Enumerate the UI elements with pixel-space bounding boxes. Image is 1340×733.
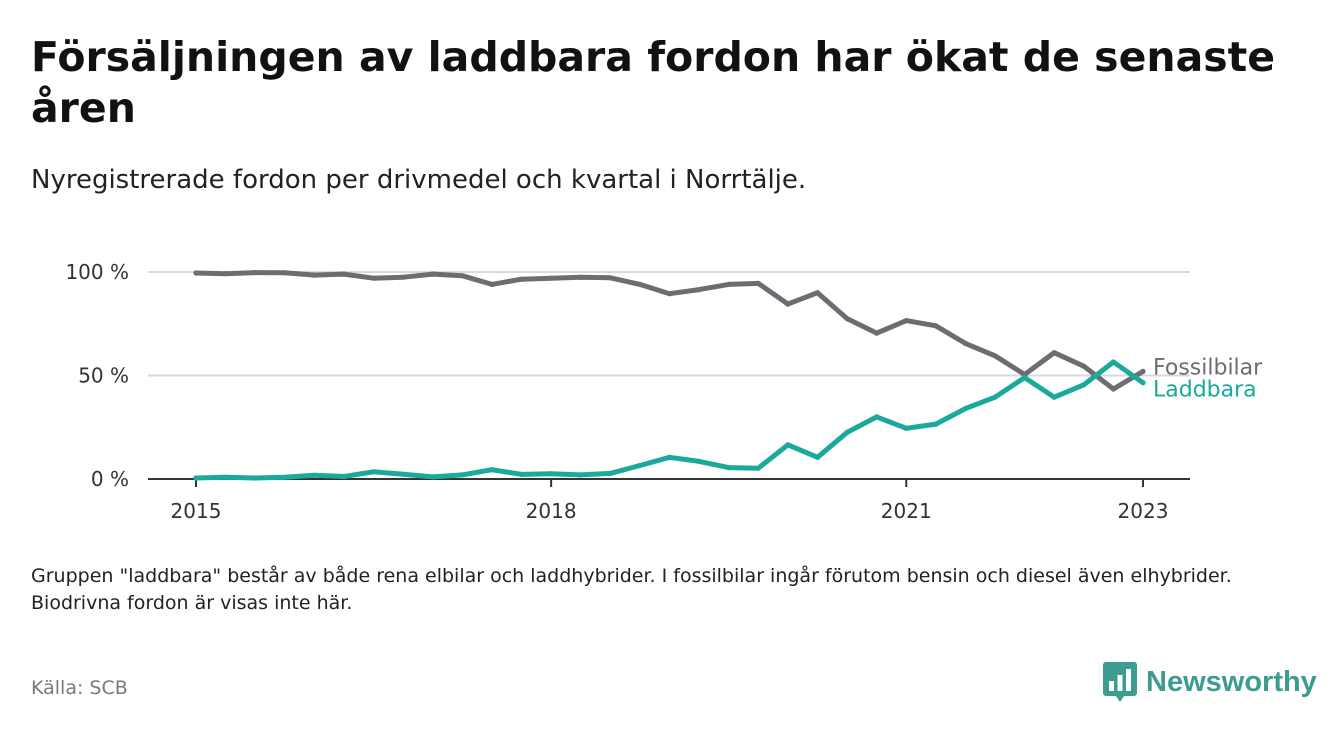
data-point-fossil: [341, 271, 347, 277]
series-line-laddbara: [193, 359, 1146, 481]
x-tick-label: 2015: [171, 499, 222, 523]
data-point-fossil: [548, 275, 554, 281]
newsworthy-chart-icon: [1103, 662, 1137, 702]
data-point-fossil: [992, 353, 998, 359]
data-point-laddbara: [992, 394, 998, 400]
data-point-fossil: [252, 270, 258, 276]
chart-title: Försäljningen av laddbara fordon har öka…: [31, 33, 1276, 132]
series: [193, 270, 1146, 481]
data-point-fossil: [666, 291, 673, 297]
x-axis: 2015 2018 2021 2023: [148, 478, 1190, 523]
data-point-fossil: [371, 275, 377, 281]
data-point-laddbara: [193, 475, 199, 481]
data-point-fossil: [844, 316, 850, 322]
data-point-fossil: [696, 287, 702, 293]
data-point-fossil: [1140, 368, 1146, 374]
data-point-laddbara: [874, 414, 880, 420]
data-point-laddbara: [311, 472, 317, 478]
source-credit: Källa: SCB: [31, 677, 128, 699]
data-point-laddbara: [1022, 375, 1028, 381]
data-point-fossil: [430, 271, 436, 277]
data-point-laddbara: [223, 474, 229, 480]
data-point-laddbara: [696, 458, 702, 464]
data-point-laddbara: [518, 471, 525, 477]
data-point-laddbara: [1140, 380, 1146, 386]
data-point-laddbara: [607, 470, 613, 476]
data-point-laddbara: [903, 425, 909, 431]
data-point-fossil: [1051, 350, 1057, 356]
data-point-laddbara: [459, 472, 465, 478]
data-point-laddbara: [252, 475, 258, 481]
data-point-fossil: [755, 280, 761, 286]
data-point-fossil: [578, 274, 584, 280]
data-point-fossil: [1081, 363, 1087, 369]
data-point-laddbara: [814, 454, 821, 460]
series-line-fossil: [193, 270, 1146, 392]
data-point-laddbara: [400, 471, 406, 477]
data-point-laddbara: [282, 474, 288, 480]
data-point-laddbara: [430, 474, 436, 480]
data-point-fossil: [311, 272, 317, 278]
data-point-laddbara: [726, 465, 732, 471]
data-point-laddbara: [489, 467, 495, 473]
data-point-fossil: [607, 275, 613, 281]
line-chart: 0 % 50 % 100 % 2015 2018 2021 2023 Fossilbila…: [65, 260, 1263, 523]
data-point-fossil: [282, 270, 288, 276]
data-point-fossil: [726, 281, 732, 287]
x-tick-label: 2018: [526, 499, 577, 523]
y-tick-label: 50 %: [78, 364, 129, 388]
series-label-fossil: Fossilbilar: [1153, 355, 1263, 380]
data-point-fossil: [933, 323, 939, 329]
data-point-fossil: [785, 301, 791, 307]
newsworthy-logo[interactable]: Newsworthy: [1103, 662, 1317, 702]
data-point-laddbara: [844, 429, 850, 435]
data-point-laddbara: [637, 462, 643, 469]
chart-subtitle: Nyregistrerade fordon per drivmedel och …: [31, 165, 807, 195]
data-point-laddbara: [578, 472, 584, 478]
data-point-laddbara: [1081, 382, 1087, 388]
data-point-laddbara: [341, 473, 347, 480]
data-point-fossil: [400, 274, 406, 280]
y-tick-label: 0 %: [91, 467, 129, 491]
x-tick-label: 2021: [881, 499, 932, 523]
data-point-fossil: [489, 281, 495, 287]
data-point-fossil: [874, 330, 880, 336]
data-point-fossil: [814, 290, 821, 296]
data-point-laddbara: [962, 406, 969, 412]
data-point-fossil: [962, 340, 969, 346]
data-point-fossil: [1110, 386, 1116, 392]
data-point-fossil: [518, 276, 525, 282]
brand-name: Newsworthy: [1146, 665, 1317, 698]
y-axis: 0 % 50 % 100 %: [65, 260, 129, 491]
data-point-fossil: [193, 270, 199, 276]
y-tick-label: 100 %: [65, 260, 129, 284]
data-point-fossil: [459, 273, 465, 279]
data-point-laddbara: [666, 454, 673, 460]
data-point-fossil: [223, 271, 229, 277]
series-label-laddbara: Laddbara: [1153, 378, 1257, 403]
data-point-laddbara: [933, 421, 939, 427]
data-point-laddbara: [1110, 359, 1116, 365]
data-point-laddbara: [755, 465, 761, 471]
gridlines: [148, 271, 1190, 377]
data-point-laddbara: [548, 471, 554, 477]
data-point-laddbara: [1051, 394, 1057, 400]
data-point-fossil: [903, 318, 909, 324]
footnote: Gruppen "laddbara" består av både rena e…: [31, 565, 1232, 614]
data-point-laddbara: [371, 469, 377, 475]
x-tick-label: 2023: [1118, 499, 1169, 523]
data-point-laddbara: [785, 442, 791, 448]
data-point-fossil: [637, 281, 643, 287]
